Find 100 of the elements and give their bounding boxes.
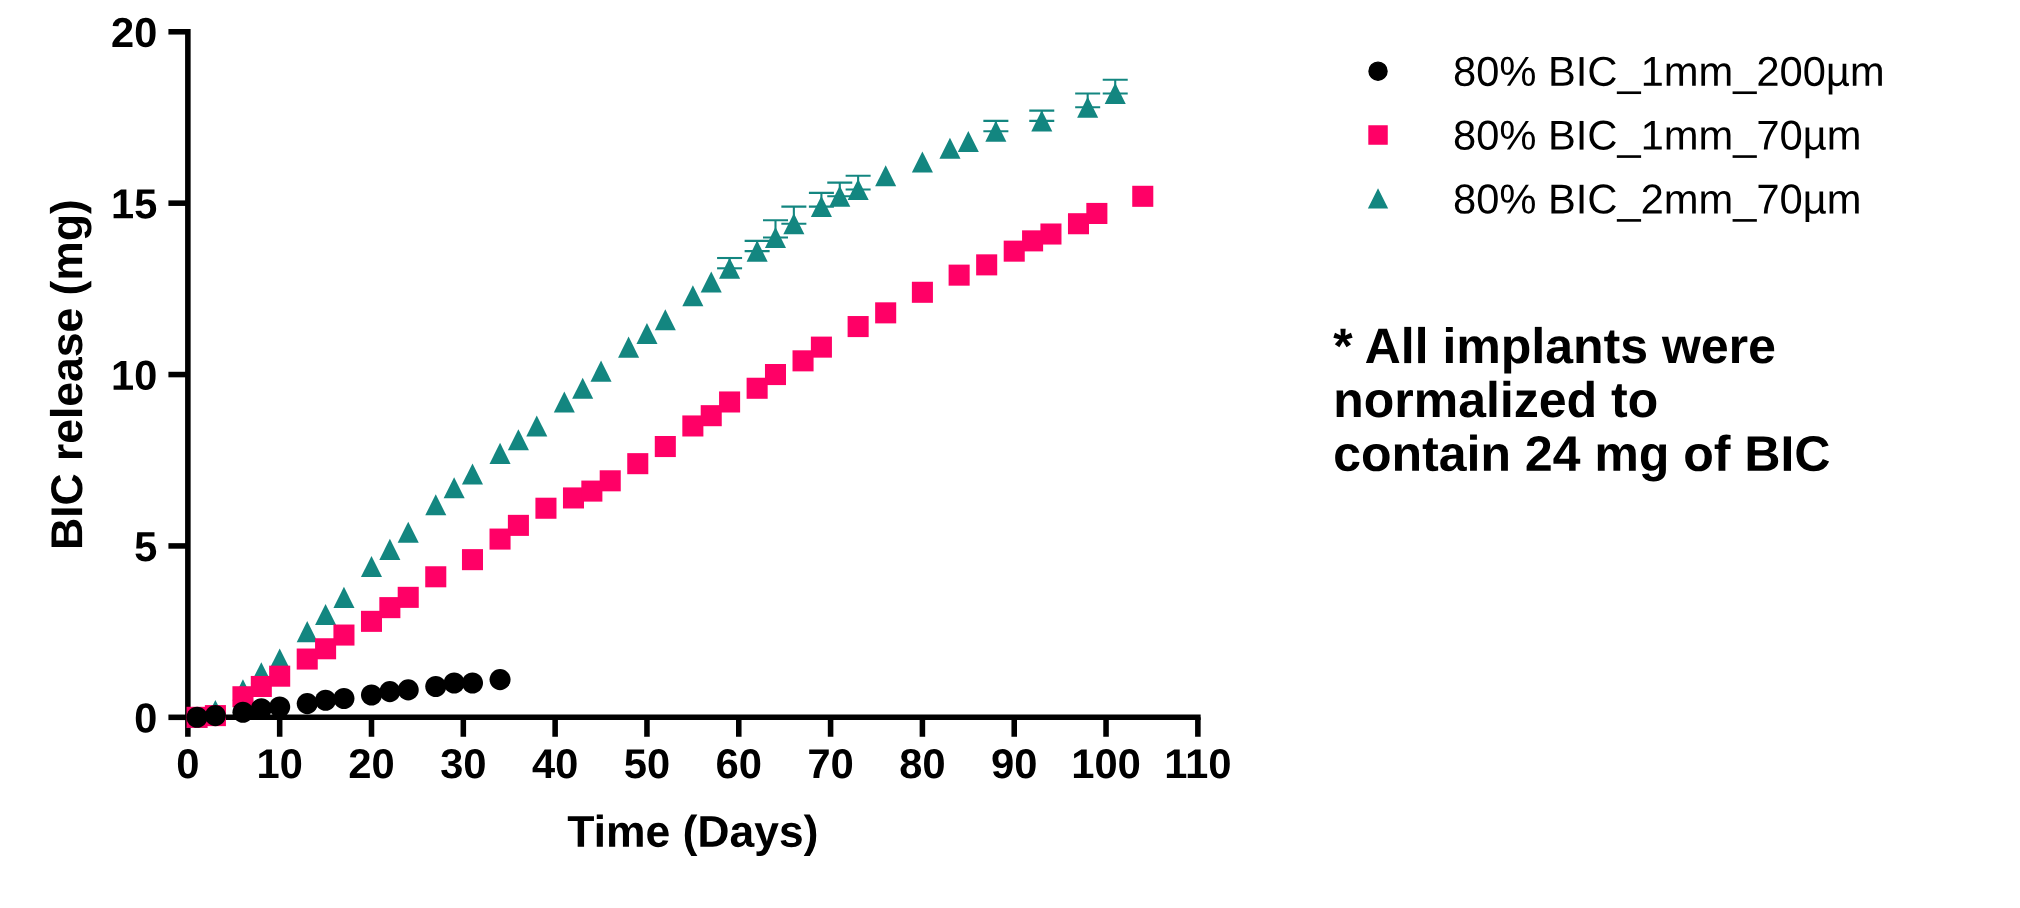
point [985,120,1007,142]
point [746,377,768,399]
point [425,566,447,588]
point [911,151,933,173]
point [425,675,447,697]
point [333,624,355,646]
point [654,436,676,458]
point [957,130,979,152]
point [599,470,621,492]
point [397,521,419,543]
x-tick-label: 100 [1073,748,1140,779]
text: * All implants were normalized to contain 24 mg of BIC [1333,326,1830,482]
point [296,621,318,643]
point [875,165,897,187]
point [379,538,401,560]
point [976,254,998,276]
point [315,603,337,626]
x-tick-label: 50 [625,748,669,779]
legend-label: 80% BIC_1mm_200µm [1454,56,1882,95]
point [1003,240,1025,262]
point [333,586,355,608]
point [360,684,383,706]
point [507,514,529,536]
point [461,549,484,571]
point [746,240,768,262]
point [948,264,970,286]
point [425,494,447,516]
x-tick-label: 70 [809,748,853,779]
legend-label: 80% BIC_1mm_70µm [1454,120,1859,159]
y-tick-label: 15 [113,189,157,219]
y-tick-label: 20 [112,17,156,48]
point [1086,202,1108,224]
point [581,480,603,502]
x-tick-label: 20 [349,748,393,779]
point [333,687,355,709]
point [1077,96,1099,118]
point [764,364,787,386]
y-axis-title: BIC release (mg) [49,201,92,547]
point [719,257,741,279]
point [700,271,722,293]
point [847,316,869,338]
point [461,672,484,694]
point [810,336,832,358]
point [489,669,511,691]
point [379,597,401,619]
point [764,226,787,248]
point [315,689,337,711]
x-tick-label: 30 [441,748,485,779]
point [719,391,741,413]
point [489,442,511,464]
y-tick-label: 5 [135,532,157,562]
point [1031,110,1053,132]
point [315,638,337,660]
point [654,309,676,331]
point [397,586,419,608]
point [939,137,961,159]
point [618,336,640,358]
point [911,281,933,303]
point [269,696,291,718]
x-tick-label: 80 [900,748,944,779]
point [296,693,318,715]
point [232,701,254,723]
point [829,185,851,207]
legend-label: 80% BIC_2mm_70µm [1454,184,1859,223]
point [792,350,814,372]
point [360,555,383,578]
x-tick-label: 90 [992,748,1036,779]
point [682,285,704,307]
point [461,463,484,485]
point [1040,223,1062,245]
x-tick-label: 110 [1166,748,1230,779]
point [1132,185,1154,207]
point [783,213,805,235]
point [443,672,465,694]
point [360,610,383,632]
point [682,415,704,437]
point [590,360,612,382]
point [553,391,575,413]
point [847,178,869,200]
point [269,665,291,687]
x-tick-label: 40 [532,748,577,779]
point [875,302,897,324]
point [379,681,401,703]
point [397,679,419,701]
x-tick-label: 10 [259,748,302,779]
point [572,377,594,399]
point [526,415,548,437]
point [250,675,272,697]
point [489,528,511,550]
x-axis-title: Time (Days) [567,814,817,856]
point [1067,213,1090,235]
point [636,322,658,344]
point [296,648,318,670]
point [700,405,722,427]
point [507,429,529,451]
point [443,477,465,499]
x-tick-label: 60 [717,748,761,779]
y-tick-label: 0 [135,703,156,733]
x-tick-label: 0 [177,748,198,779]
point [535,497,557,519]
